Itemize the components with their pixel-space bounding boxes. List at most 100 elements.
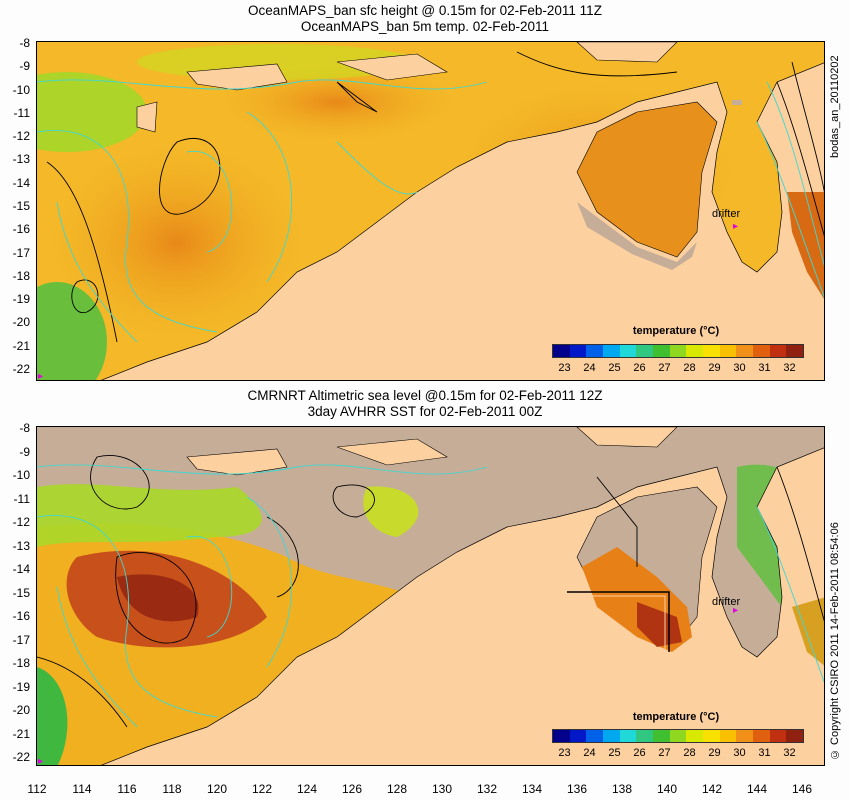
top-drifter-marker-2: ▸ (38, 371, 44, 382)
legend-tick-label: 31 (758, 747, 771, 759)
legend-color-swatch (553, 345, 570, 357)
legend-tick-label: 26 (633, 362, 646, 374)
height-contour (791, 61, 824, 193)
longitude-tick: 138 (611, 782, 633, 796)
bottom-drifter-marker-2: ▸ (38, 756, 44, 767)
legend-tick-label: 28 (683, 747, 696, 759)
sst-contour (246, 111, 293, 283)
top-legend-ticks: 23 24 25 26 27 28 29 30 31 32 (552, 362, 802, 374)
legend-color-swatch (619, 345, 637, 357)
legend-color-swatch (753, 730, 770, 742)
sst-contour (37, 464, 488, 475)
latitude-tick: -11 (13, 491, 30, 506)
bottom-legend-ticks: 23 24 25 26 27 28 29 30 31 32 (552, 747, 802, 759)
latitude-tick: -17 (12, 245, 30, 260)
latitude-tick: -17 (12, 632, 30, 647)
legend-color-swatch (753, 345, 770, 357)
legend-color-swatch (653, 345, 670, 357)
warm-patch (47, 142, 307, 342)
bottom-side-label: © Copyright CSIRO 2011 14-Feb-2011 08:54… (829, 522, 841, 760)
legend-color-swatch (786, 730, 804, 742)
longitude-tick: 128 (386, 782, 408, 796)
top-drifter-label: drifter (712, 208, 741, 220)
legend-color-swatch (703, 730, 720, 742)
top-legend-colorbar (552, 344, 804, 358)
hot-sst-core (117, 574, 199, 622)
latitude-tick: -13 (12, 538, 30, 553)
legend-color-swatch (703, 345, 720, 357)
height-contour (332, 484, 375, 518)
latitude-tick: -16 (12, 609, 30, 623)
longitude-tick: 136 (566, 782, 588, 796)
bottom-title-line2: 3day AVHRR SST for 02-Feb-2011 00Z (307, 404, 543, 419)
legend-color-swatch (686, 730, 704, 742)
height-contour (336, 81, 378, 113)
height-contour (46, 161, 118, 343)
legend-color-swatch (736, 345, 754, 357)
top-title-line1: OceanMAPS_ban sfc height @ 0.15m for 02-… (248, 3, 602, 18)
top-title-line2: OceanMAPS_ban 5m temp. 02-Feb-2011 (300, 19, 550, 34)
legend-color-swatch (719, 730, 737, 742)
longitude-tick: 114 (72, 782, 92, 796)
legend-tick-label: 25 (608, 747, 621, 759)
legend-tick-label: 23 (558, 362, 571, 374)
bottom-legend-colorbar (552, 729, 804, 743)
latitude-tick: -22 (12, 750, 30, 764)
height-contour (90, 455, 150, 510)
gulf-hot-sst (637, 602, 682, 647)
top-map-svg (37, 42, 824, 380)
legend-color-swatch (619, 730, 637, 742)
legend-color-swatch (603, 730, 620, 742)
latitude-tick: -21 (12, 726, 30, 741)
height-contour (159, 138, 221, 215)
height-contour (516, 51, 678, 77)
legend-color-swatch (769, 730, 787, 742)
latitude-tick: -19 (12, 679, 30, 694)
legend-color-swatch (786, 345, 804, 357)
island (136, 101, 158, 133)
latitude-tick: -9 (19, 59, 30, 74)
legend-tick-label: 32 (783, 362, 796, 374)
longitude-tick: 130 (431, 782, 453, 796)
island (186, 448, 288, 476)
latitude-tick: -12 (12, 515, 30, 529)
latitude-tick: -8 (19, 36, 30, 50)
track-line-inner (567, 595, 666, 652)
legend-color-swatch (719, 345, 737, 357)
legend-tick-label: 23 (558, 747, 571, 759)
longitude-tick: 144 (746, 782, 768, 796)
legend-tick-label: 25 (608, 362, 621, 374)
island (576, 427, 678, 448)
latitude-tick: -11 (13, 105, 30, 120)
height-contour (115, 552, 197, 644)
cool-patch (37, 72, 147, 152)
legend-color-swatch (686, 345, 704, 357)
latitude-tick: -12 (12, 129, 30, 144)
legend-tick-label: 24 (583, 362, 596, 374)
top-map-panel (36, 41, 825, 381)
legend-color-swatch (586, 730, 604, 742)
sst-contour (37, 515, 218, 718)
bottom-legend-title: temperature (°C) (632, 711, 720, 723)
legend-color-swatch (669, 345, 687, 357)
latitude-tick: -10 (12, 468, 30, 482)
legend-tick-label: 31 (758, 362, 771, 374)
latitude-tick: -8 (19, 421, 30, 435)
latitude-tick: -9 (19, 444, 30, 459)
top-legend-title: temperature (°C) (632, 325, 720, 337)
longitude-tick: 116 (117, 782, 137, 796)
island (336, 53, 448, 81)
height-contour (776, 81, 824, 237)
latitude-tick: -16 (12, 222, 30, 237)
height-contour (71, 279, 99, 314)
legend-tick-label: 27 (658, 362, 671, 374)
cool-sst-patch (363, 486, 419, 537)
longitude-tick: 124 (296, 782, 318, 796)
sst-contour (37, 130, 218, 333)
latitude-tick: -10 (12, 82, 30, 97)
bottom-map-svg (37, 427, 824, 765)
latitude-tick: -22 (12, 362, 30, 376)
sst-contour (246, 496, 293, 668)
height-contour (776, 466, 824, 622)
latitude-tick: -14 (12, 562, 30, 576)
